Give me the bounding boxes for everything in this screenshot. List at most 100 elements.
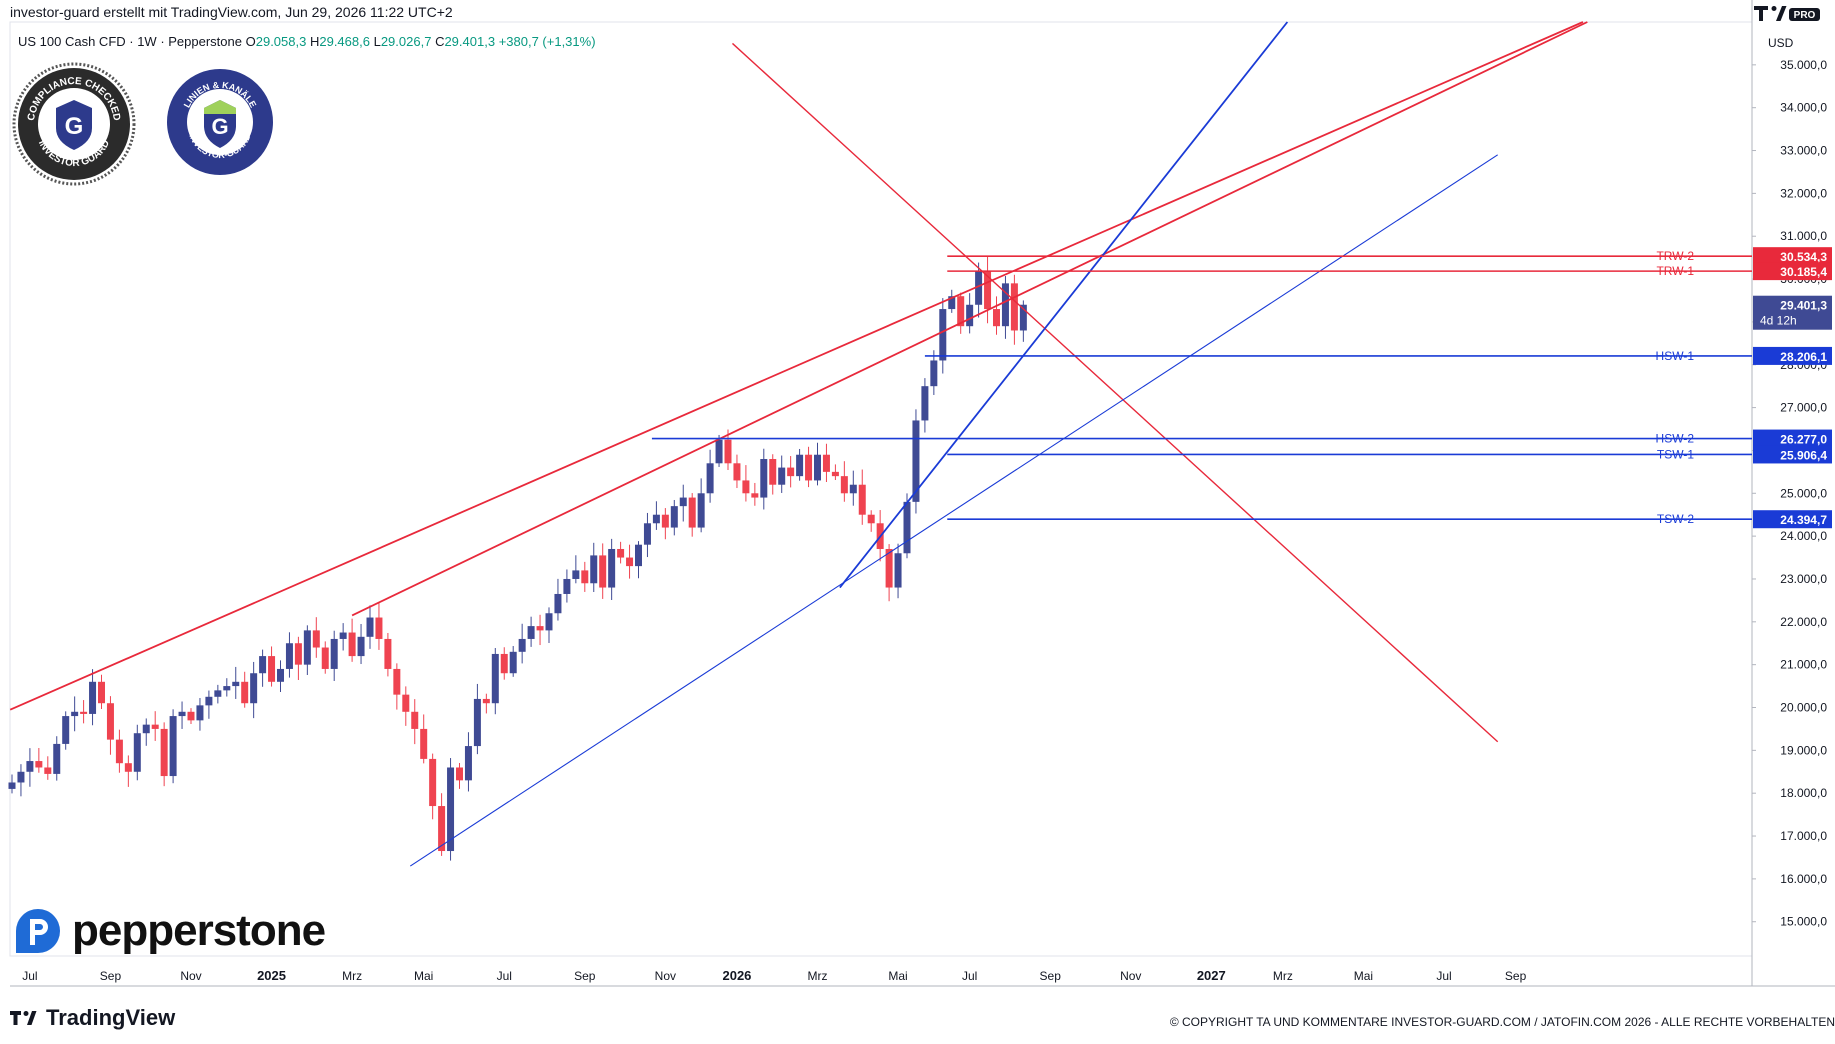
candle-body — [62, 716, 70, 744]
candle-body — [903, 501, 911, 554]
candle-body — [384, 638, 392, 669]
x-tick-label: Jul — [22, 969, 37, 983]
x-tick-label: Mai — [1354, 969, 1373, 983]
candle-body — [491, 653, 499, 704]
candle-body — [214, 690, 222, 697]
candle-body — [993, 309, 1000, 327]
candle-body — [160, 728, 168, 777]
y-tick-label: 19.000,0 — [1780, 743, 1827, 757]
candle-body — [661, 514, 669, 528]
candle-body — [393, 668, 401, 695]
candle-body — [706, 463, 714, 494]
candle-body — [894, 553, 902, 588]
candle-body — [115, 739, 123, 764]
last-price-tag — [1753, 295, 1832, 330]
candle-body — [527, 626, 535, 639]
level-label-trw-2: TRW-2 — [1656, 249, 1694, 263]
candle-body — [500, 653, 508, 674]
candle-body — [984, 270, 992, 310]
change-value: +380,7 (+1,31%) — [498, 34, 596, 49]
y-tick-label: 31.000,0 — [1780, 229, 1827, 243]
close-label: C — [435, 34, 445, 49]
candle-body — [778, 467, 786, 485]
candle-body — [760, 459, 768, 498]
candle-body — [124, 763, 132, 772]
candle-body — [357, 636, 365, 657]
y-tick-label: 15.000,0 — [1780, 915, 1827, 929]
candle-body — [464, 746, 472, 781]
x-tick-label: Sep — [1505, 969, 1527, 983]
x-tick-label: Jul — [962, 969, 977, 983]
candle-body — [187, 711, 195, 721]
tradingview-footer-logo[interactable]: TradingView — [10, 1005, 175, 1031]
candle-body — [554, 593, 562, 614]
candle-body — [966, 304, 974, 327]
tradingview-pro-logo[interactable]: PRO — [1752, 2, 1822, 24]
candle-body — [787, 467, 795, 477]
candle-body — [402, 694, 410, 712]
x-tick-label: Mrz — [808, 969, 828, 983]
currency-label: USD — [1768, 36, 1794, 50]
x-tick-label: 2027 — [1197, 968, 1226, 983]
candle-body — [608, 548, 616, 588]
candle-body — [26, 761, 34, 772]
candle-body — [1010, 283, 1018, 331]
level-price-tag-tsw-1 — [1753, 445, 1832, 464]
candle-body — [697, 493, 705, 528]
low-value: 29.026,7 — [380, 34, 432, 49]
x-tick-label: Mrz — [342, 969, 362, 983]
close-value: 29.401,3 — [444, 34, 496, 49]
y-tick-label: 20.000,0 — [1780, 701, 1827, 715]
candle-body — [590, 555, 598, 584]
y-tick-label: 25.000,0 — [1780, 486, 1827, 500]
y-tick-label: 27.000,0 — [1780, 401, 1827, 415]
steep-support-trendline — [839, 21, 1289, 589]
level-label-trw-1: TRW-1 — [1656, 264, 1694, 278]
candle-body — [285, 643, 293, 669]
candle-body — [447, 767, 455, 852]
candle-body — [617, 548, 625, 558]
candle-body — [178, 711, 186, 717]
candle-body — [1019, 304, 1027, 331]
level-label-tsw-1: TSW-1 — [1657, 447, 1694, 461]
candle-body — [17, 771, 25, 783]
price-chart[interactable]: 15.000,0 16.000,0 17.000,0 18.000,0 19.000,0… — [0, 0, 1835, 1000]
y-tick-label: 18.000,0 — [1780, 786, 1827, 800]
candle-body — [259, 656, 267, 674]
candle-body — [742, 480, 750, 494]
candle-body — [330, 638, 338, 669]
level-label-hsw-1: HSW-1 — [1656, 349, 1695, 363]
candle-body — [921, 386, 929, 421]
symbol-name[interactable]: US 100 Cash CFD · 1W · Pepperstone — [18, 34, 242, 49]
compliance-checked-badge: COMPLIANCE CHECKED INVESTOR GUARD G — [12, 62, 136, 186]
x-tick-label: Mrz — [1273, 969, 1293, 983]
tradingview-icon — [10, 1011, 37, 1025]
candle-body — [814, 454, 821, 481]
pepperstone-logo: pepperstone — [12, 905, 326, 957]
candle-body — [89, 681, 97, 714]
y-tick-label: 35.000,0 — [1780, 58, 1827, 72]
candle-body — [733, 463, 741, 481]
candle-body — [930, 360, 938, 387]
candle-body — [98, 681, 105, 704]
pepperstone-wordmark: pepperstone — [72, 906, 326, 955]
candle-body — [142, 724, 150, 734]
candle-body — [805, 454, 813, 481]
svg-text:G: G — [211, 114, 228, 139]
y-tick-label: 22.000,0 — [1780, 615, 1827, 629]
candle-body — [831, 471, 839, 477]
chart-attribution: investor-guard erstellt mit TradingView.… — [10, 4, 453, 20]
candle-body — [563, 578, 571, 594]
level-price-tag-trw-2 — [1753, 247, 1832, 266]
candle-body — [196, 705, 204, 721]
candle-body — [348, 632, 356, 657]
level-price-text: 30.534,3 — [1780, 250, 1827, 264]
candle-body — [339, 632, 347, 639]
tradingview-wordmark: TradingView — [46, 1005, 176, 1030]
candle-body — [751, 493, 759, 498]
candle-body — [912, 420, 920, 502]
candle-body — [536, 626, 544, 631]
level-price-tag-trw-1 — [1753, 262, 1832, 281]
level-price-tag-tsw-2 — [1753, 510, 1832, 529]
candle-body — [867, 514, 875, 524]
